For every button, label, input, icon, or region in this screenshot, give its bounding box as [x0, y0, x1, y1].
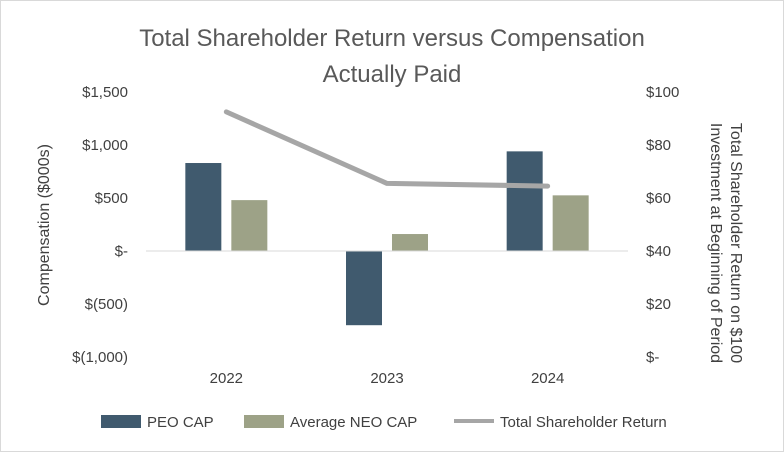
left-axis-ticks: $1,500 $1,000 $500 $- $(500) $(1,000)	[72, 84, 128, 366]
line-total-shareholder-return	[223, 109, 551, 189]
bar-peo-cap-2022	[185, 163, 222, 251]
bar-series	[185, 151, 589, 326]
left-axis-tick-label: $500	[95, 190, 128, 207]
chart-title-line-2: Actually Paid	[323, 61, 462, 88]
left-axis-tick-label: $1,000	[82, 137, 128, 154]
legend-swatch-peo-cap	[101, 415, 141, 428]
tsr-line-series	[223, 109, 551, 189]
left-axis-tick-label: $1,500	[82, 84, 128, 101]
left-axis-tick-label: $(500)	[85, 296, 128, 313]
right-axis-tick-label: $80	[646, 137, 671, 154]
left-axis-tick-label: $(1,000)	[72, 349, 128, 366]
right-axis-title-line-1: Total Shareholder Return on $100	[727, 123, 744, 363]
right-axis-tick-label: $20	[646, 296, 671, 313]
left-axis-tick-label: $-	[115, 243, 128, 260]
right-axis-ticks: $100 $80 $60 $40 $20 $-	[646, 84, 679, 366]
legend-label-peo-cap: PEO CAP	[147, 414, 214, 431]
bar-average-neo-cap-2024	[552, 195, 589, 251]
category-label: 2022	[210, 370, 243, 387]
right-axis-tick-label: $40	[646, 243, 671, 260]
bar-average-neo-cap-2022	[231, 200, 268, 251]
right-axis-tick-label: $100	[646, 84, 679, 101]
category-label: 2023	[370, 370, 403, 387]
legend-label-total-shareholder-return: Total Shareholder Return	[500, 414, 667, 431]
legend-swatch-average-neo-cap	[244, 415, 284, 428]
bar-average-neo-cap-2023	[392, 234, 428, 251]
right-axis-title-line-2: Investment at Beginning of Period	[707, 123, 724, 363]
chart-title-line-1: Total Shareholder Return versus Compensa…	[139, 25, 645, 52]
bar-peo-cap-2023	[346, 251, 382, 326]
right-axis-tick-label: $60	[646, 190, 671, 207]
right-axis-tick-label: $-	[646, 349, 659, 366]
bar-peo-cap-2024	[506, 151, 543, 251]
legend: PEO CAP Average NEO CAP Total Shareholde…	[101, 414, 667, 431]
category-label: 2024	[531, 370, 564, 387]
category-labels: 2022 2023 2024	[210, 370, 565, 387]
left-axis-title: Compensation ($000s)	[36, 144, 53, 306]
legend-label-average-neo-cap: Average NEO CAP	[290, 414, 417, 431]
